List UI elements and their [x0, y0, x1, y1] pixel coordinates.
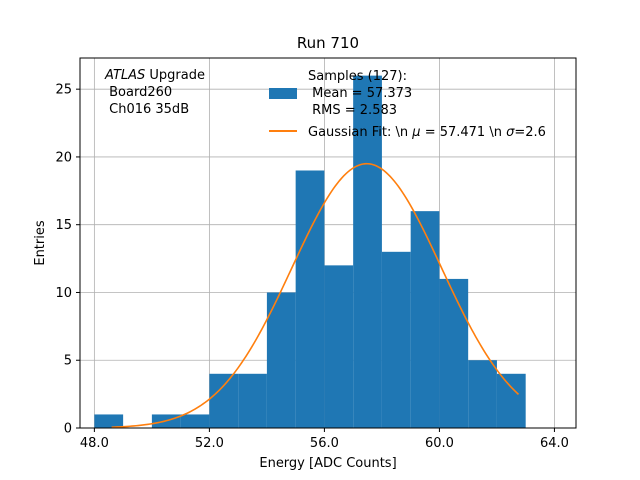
- annotation-line-3: Ch016 35dB: [105, 102, 189, 117]
- sigma-symbol: σ: [506, 125, 515, 140]
- gaussian-fit-curve: [111, 162, 520, 429]
- annotation-line-1: ATLAS Upgrade: [104, 68, 205, 83]
- histogram-bar: [468, 360, 497, 428]
- legend-samples-line-3: RMS = 2.583: [308, 103, 397, 118]
- histogram-bar: [496, 373, 526, 428]
- legend-fit-label: Gaussian Fit: \n μ = 57.471 \n σ=2.6: [308, 125, 546, 140]
- legend: Samples (127): Mean = 57.373 RMS = 2.583…: [269, 69, 546, 140]
- chart-title: Run 710: [297, 34, 359, 52]
- legend-samples-swatch: [269, 88, 297, 99]
- legend-fit-prefix: Gaussian Fit: \n: [308, 125, 412, 140]
- histogram-bar: [324, 265, 354, 428]
- annotation-line-2: Board260: [105, 85, 172, 100]
- histogram-bar: [180, 414, 210, 428]
- x-tick-label: 60.0: [425, 436, 454, 451]
- histogram-bar: [295, 170, 325, 428]
- histogram-bar: [381, 251, 411, 428]
- x-tick-label: 64.0: [540, 436, 569, 451]
- y-tick-label: 25: [55, 83, 72, 98]
- histogram-bar: [94, 414, 124, 428]
- x-tick-label: 52.0: [195, 436, 224, 451]
- histogram-bar: [439, 278, 469, 428]
- upgrade-word: Upgrade: [145, 68, 205, 83]
- atlas-annotation: ATLAS Upgrade Board260 Ch016 35dB: [104, 68, 205, 117]
- plot-frame: [79, 57, 577, 429]
- atlas-word: ATLAS: [104, 68, 145, 83]
- mu-symbol: μ: [411, 125, 420, 140]
- histogram-bar: [238, 373, 267, 428]
- histogram-bar: [209, 373, 239, 428]
- x-axis-label: Energy [ADC Counts]: [259, 456, 396, 471]
- x-tick-label: 56.0: [310, 436, 339, 451]
- histogram-bar: [410, 211, 440, 428]
- legend-samples-line-2: Mean = 57.373: [308, 86, 412, 101]
- y-tick-label: 15: [55, 218, 72, 233]
- gaussian-fit: [111, 162, 520, 429]
- y-tick-label: 10: [55, 286, 72, 301]
- x-axis-ticks: 48.0 52.0 56.0 60.0 64.0: [80, 428, 569, 451]
- y-tick-label: 20: [55, 150, 72, 165]
- y-tick-label: 0: [64, 422, 72, 437]
- legend-fit-sigma-value: =2.6: [514, 125, 546, 140]
- histogram-bar: [353, 75, 382, 428]
- x-tick-label: 48.0: [80, 436, 109, 451]
- y-axis-ticks: 0 5 10 15 20 25: [55, 83, 80, 437]
- histogram-bars: [94, 75, 526, 428]
- histogram-bar: [266, 292, 296, 428]
- y-axis-label: Entries: [33, 220, 48, 266]
- legend-fit-mu-value: = 57.471 \n: [421, 125, 507, 140]
- legend-samples-line-1: Samples (127):: [308, 69, 407, 84]
- y-tick-label: 5: [64, 354, 72, 369]
